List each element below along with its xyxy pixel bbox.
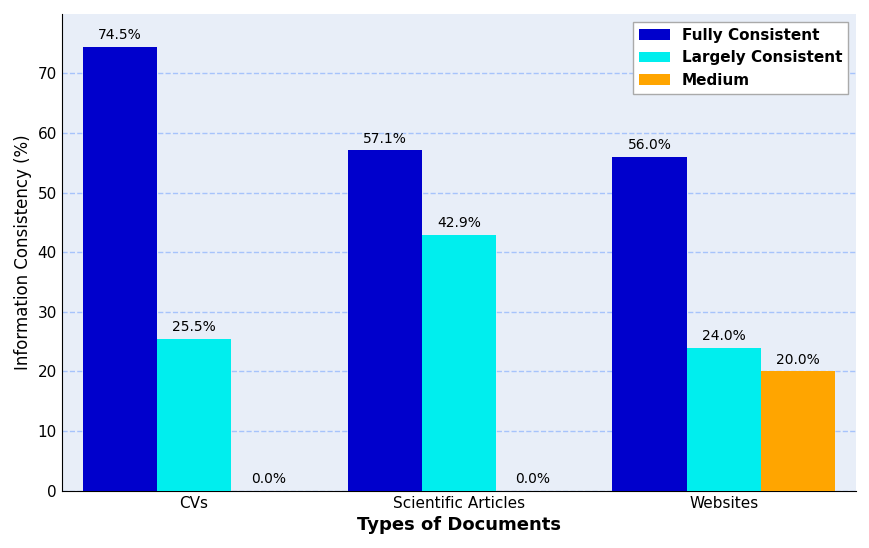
- Bar: [686, 347, 760, 490]
- Text: 0.0%: 0.0%: [250, 472, 285, 486]
- X-axis label: Types of Documents: Types of Documents: [356, 516, 561, 534]
- Text: 42.9%: 42.9%: [436, 216, 481, 230]
- Text: 25.5%: 25.5%: [172, 320, 216, 334]
- Text: 0.0%: 0.0%: [515, 472, 550, 486]
- Text: 20.0%: 20.0%: [775, 353, 819, 367]
- Y-axis label: Information Consistency (%): Information Consistency (%): [14, 134, 32, 370]
- Text: 57.1%: 57.1%: [362, 132, 406, 146]
- Legend: Fully Consistent, Largely Consistent, Medium: Fully Consistent, Largely Consistent, Me…: [633, 21, 847, 94]
- Bar: [348, 150, 421, 490]
- Bar: [612, 157, 686, 490]
- Text: 56.0%: 56.0%: [627, 138, 671, 152]
- Bar: [760, 372, 834, 490]
- Text: 24.0%: 24.0%: [701, 329, 745, 343]
- Bar: [83, 47, 156, 490]
- Bar: [156, 339, 231, 490]
- Bar: [421, 235, 495, 490]
- Text: 74.5%: 74.5%: [98, 28, 142, 42]
